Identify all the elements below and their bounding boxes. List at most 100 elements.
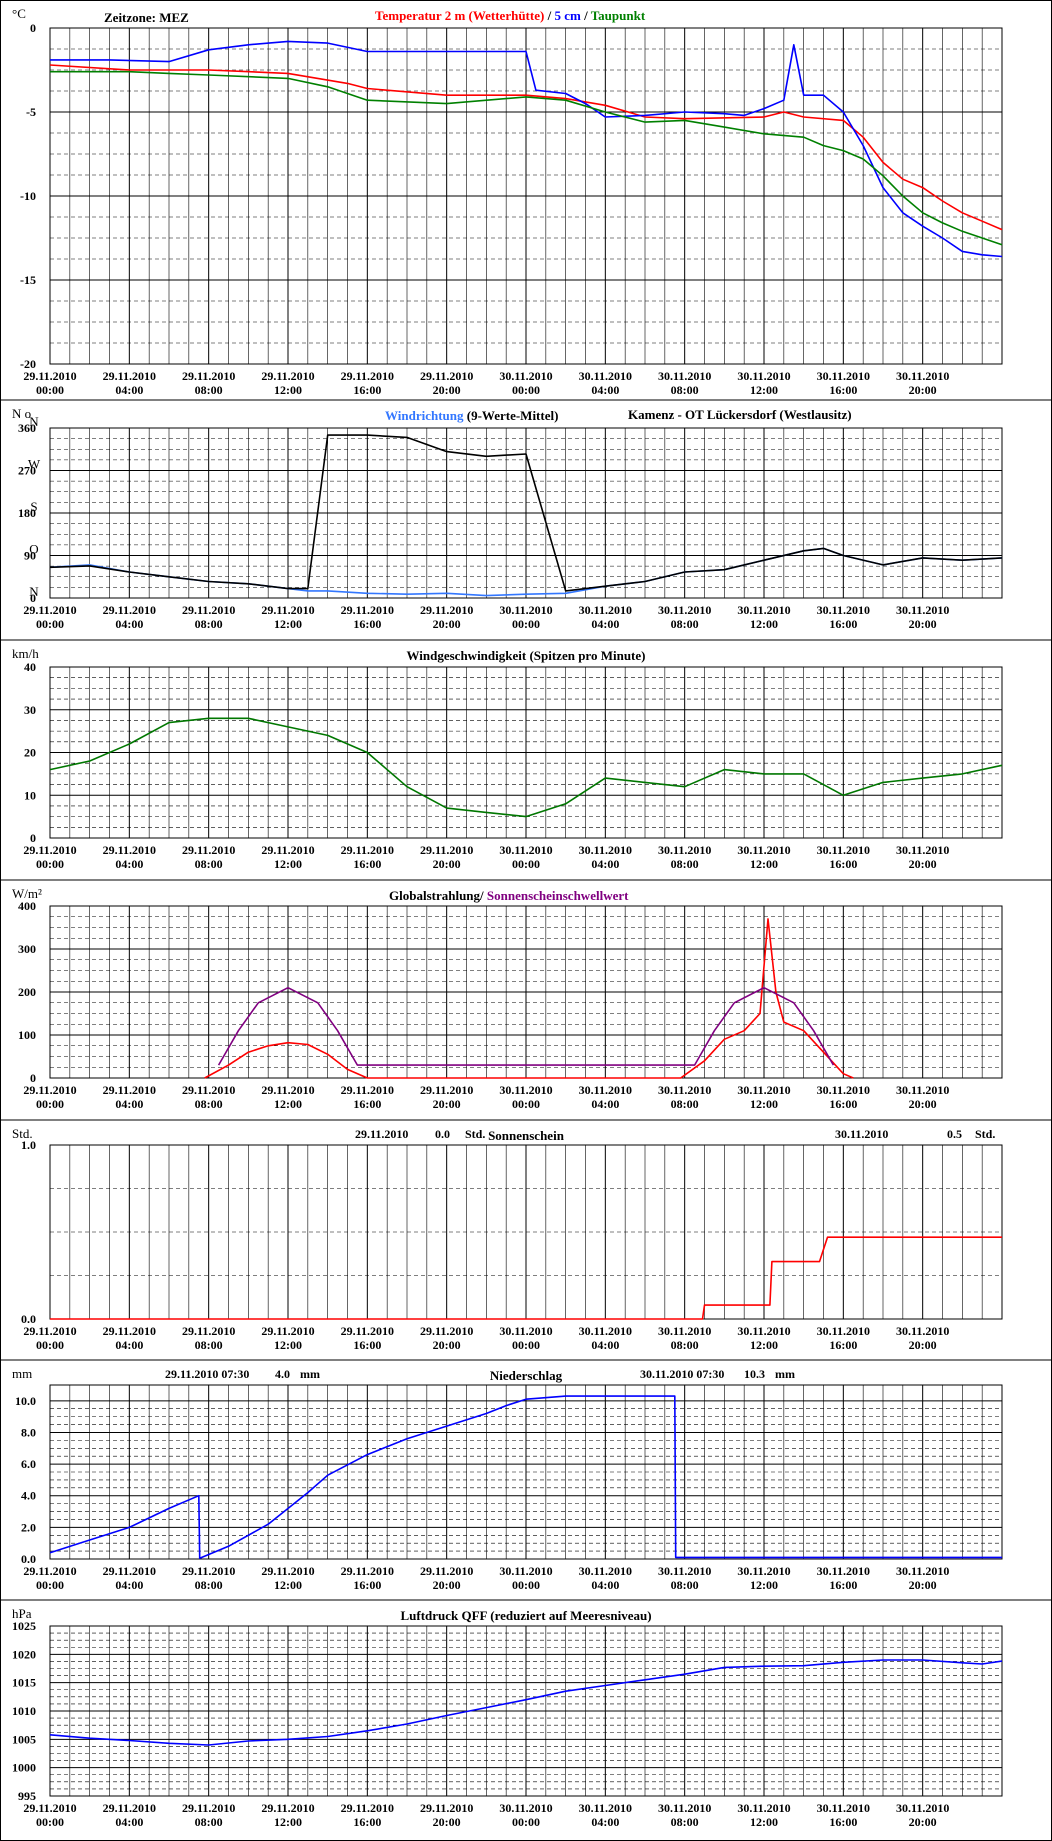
y-tick-label: 1020	[12, 1647, 36, 1661]
x-tick-date: 30.11.2010	[658, 1564, 711, 1578]
x-tick-time: 12:00	[274, 383, 302, 397]
x-tick-date: 30.11.2010	[737, 603, 790, 617]
x-tick-date: 29.11.2010	[182, 369, 235, 383]
x-tick-time: 12:00	[274, 1815, 302, 1829]
x-tick-time: 08:00	[671, 383, 699, 397]
y-tick-label: 180	[18, 506, 36, 520]
x-tick-time: 16:00	[829, 383, 857, 397]
x-tick-date: 30.11.2010	[499, 369, 552, 383]
y-tick-label: 2.0	[21, 1520, 36, 1534]
x-tick-date: 30.11.2010	[579, 1564, 632, 1578]
x-tick-time: 16:00	[829, 1097, 857, 1111]
chart-title-part: Temperatur 2 m (Wetterhütte)	[375, 8, 544, 23]
x-tick-date: 30.11.2010	[896, 1801, 949, 1815]
x-tick-time: 16:00	[829, 617, 857, 631]
x-tick-date: 29.11.2010	[103, 843, 156, 857]
x-tick-time: 20:00	[909, 1815, 937, 1829]
plot-frame	[49, 666, 1003, 839]
x-tick-date: 30.11.2010	[499, 1083, 552, 1097]
y-tick-label: 300	[18, 942, 36, 956]
series-line-temperatur-2-m-wetterh-tte-	[49, 64, 1003, 231]
y-tick-label: 270	[18, 464, 36, 478]
x-tick-time: 04:00	[591, 1578, 619, 1592]
x-tick-date: 30.11.2010	[579, 1083, 632, 1097]
chart-title-part: Taupunkt	[591, 8, 646, 23]
x-tick-date: 29.11.2010	[103, 1564, 156, 1578]
x-tick-time: 04:00	[591, 383, 619, 397]
x-tick-time: 04:00	[115, 1815, 143, 1829]
x-tick-time: 00:00	[36, 857, 64, 871]
x-tick-date: 30.11.2010	[896, 1083, 949, 1097]
x-tick-time: 08:00	[195, 1097, 223, 1111]
x-tick-time: 04:00	[115, 617, 143, 631]
x-tick-time: 12:00	[750, 383, 778, 397]
x-tick-date: 29.11.2010	[103, 603, 156, 617]
x-tick-time: 08:00	[671, 1815, 699, 1829]
x-tick-time: 00:00	[512, 1815, 540, 1829]
x-tick-time: 04:00	[115, 857, 143, 871]
y-tick-label: 40	[24, 660, 36, 674]
x-tick-date: 30.11.2010	[896, 369, 949, 383]
y-tick-label: 360	[18, 421, 36, 435]
x-tick-time: 16:00	[353, 617, 381, 631]
x-tick-date: 30.11.2010	[658, 1083, 711, 1097]
x-tick-date: 30.11.2010	[896, 603, 949, 617]
x-tick-time: 00:00	[512, 383, 540, 397]
x-tick-time: 00:00	[512, 1578, 540, 1592]
x-tick-date: 29.11.2010	[420, 1564, 473, 1578]
x-tick-date: 30.11.2010	[817, 603, 870, 617]
y-tick-label: 995	[18, 1789, 36, 1803]
x-tick-date: 29.11.2010	[261, 1564, 314, 1578]
direction-label: W	[28, 457, 41, 472]
series-line-9-werte-mittel	[49, 434, 1003, 592]
y-tick-label: 4.0	[21, 1489, 36, 1503]
x-tick-date: 30.11.2010	[737, 843, 790, 857]
x-tick-date: 29.11.2010	[23, 843, 76, 857]
x-tick-date: 30.11.2010	[896, 1564, 949, 1578]
chart-title-part: Globalstrahlung/	[389, 888, 487, 903]
x-tick-date: 30.11.2010	[579, 369, 632, 383]
x-tick-time: 12:00	[750, 1097, 778, 1111]
x-tick-time: 00:00	[512, 1338, 540, 1352]
day2-value: 10.3	[744, 1367, 765, 1381]
x-tick-time: 00:00	[36, 1815, 64, 1829]
x-tick-date: 29.11.2010	[341, 603, 394, 617]
y-unit-label: W/m²	[12, 886, 42, 901]
y-tick-label: 10.0	[15, 1394, 36, 1408]
y-tick-label: 20	[24, 746, 36, 760]
x-tick-time: 16:00	[353, 383, 381, 397]
x-tick-date: 30.11.2010	[499, 1801, 552, 1815]
series-line-niederschlag	[49, 1395, 1002, 1559]
day2-date: 30.11.2010	[835, 1127, 888, 1141]
day1-unit: mm	[300, 1367, 320, 1381]
x-tick-date: 29.11.2010	[420, 1801, 473, 1815]
x-tick-time: 20:00	[909, 1338, 937, 1352]
x-tick-time: 04:00	[115, 1578, 143, 1592]
x-tick-date: 30.11.2010	[737, 1801, 790, 1815]
x-tick-date: 29.11.2010	[103, 369, 156, 383]
x-tick-date: 30.11.2010	[817, 1801, 870, 1815]
x-tick-date: 30.11.2010	[579, 603, 632, 617]
x-tick-date: 30.11.2010	[737, 369, 790, 383]
x-tick-date: 29.11.2010	[341, 843, 394, 857]
x-tick-date: 30.11.2010	[737, 1083, 790, 1097]
x-tick-date: 29.11.2010	[261, 1801, 314, 1815]
y-tick-label: 1015	[12, 1676, 36, 1690]
x-tick-date: 30.11.2010	[579, 1324, 632, 1338]
x-tick-date: 29.11.2010	[182, 603, 235, 617]
y-tick-label: 1025	[12, 1619, 36, 1633]
y-tick-label: 200	[18, 985, 36, 999]
x-tick-date: 29.11.2010	[103, 1324, 156, 1338]
x-tick-date: 29.11.2010	[261, 1324, 314, 1338]
x-tick-time: 12:00	[750, 1815, 778, 1829]
y-tick-label: 30	[24, 703, 36, 717]
x-tick-time: 20:00	[433, 1338, 461, 1352]
x-tick-time: 16:00	[353, 857, 381, 871]
x-tick-date: 30.11.2010	[817, 1083, 870, 1097]
y-tick-label: 1010	[12, 1704, 36, 1718]
chart-title: Windrichtung (9-Werte-Mittel)	[385, 408, 558, 423]
x-tick-time: 20:00	[433, 1097, 461, 1111]
x-tick-date: 29.11.2010	[182, 1083, 235, 1097]
x-tick-time: 20:00	[909, 857, 937, 871]
